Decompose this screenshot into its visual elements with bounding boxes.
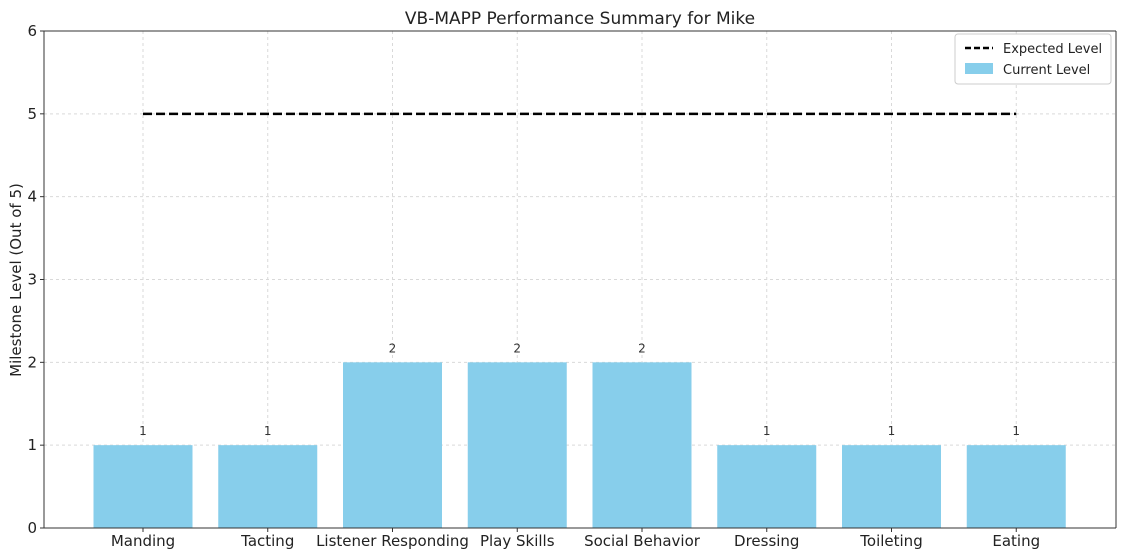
y-tick-label-6: 6 (27, 22, 37, 40)
x-tick-label-manding: Manding (111, 532, 175, 550)
legend-expected-label: Expected Level (1003, 42, 1102, 57)
y-tick-label-5: 5 (27, 105, 37, 123)
data-label-play-skills: 2 (513, 341, 521, 355)
x-tick-label-social-behavior: Social Behavior (584, 532, 701, 550)
bar-dressing (717, 445, 817, 528)
bar-eating (966, 445, 1066, 528)
data-label-social-behavior: 2 (638, 341, 646, 355)
x-tick-label-eating: Eating (992, 532, 1040, 550)
y-tick-label-0: 0 (27, 519, 37, 537)
x-tick-label-dressing: Dressing (734, 532, 799, 550)
data-labels: 1 1 2 2 2 1 1 1 (139, 341, 1020, 438)
bar-play-skills (467, 362, 567, 528)
bar-social-behavior (592, 362, 692, 528)
y-tick-label-2: 2 (27, 353, 37, 371)
data-label-eating: 1 (1012, 424, 1020, 438)
x-tick-label-listener-responding: Listener Responding (316, 532, 469, 550)
y-tick-labels: 0 1 2 3 4 5 6 (27, 22, 44, 537)
bar-manding (93, 445, 193, 528)
legend-current-label: Current Level (1003, 63, 1090, 78)
y-axis-label: Milestone Level (Out of 5) (7, 183, 25, 377)
data-label-manding: 1 (139, 424, 147, 438)
x-tick-label-tacting: Tacting (240, 532, 294, 550)
bars (93, 362, 1066, 528)
grid-lines (44, 30, 1116, 528)
data-label-listener-responding: 2 (389, 341, 397, 355)
x-tick-label-toileting: Toileting (859, 532, 922, 550)
legend: Expected Level Current Level (954, 33, 1112, 85)
y-tick-label-3: 3 (27, 271, 37, 289)
x-tick-label-play-skills: Play Skills (480, 532, 555, 550)
y-tick-label-4: 4 (27, 188, 37, 206)
data-label-toileting: 1 (888, 424, 896, 438)
data-label-tacting: 1 (264, 424, 272, 438)
chart-title: VB-MAPP Performance Summary for Mike (405, 9, 755, 29)
legend-box (954, 33, 1112, 85)
data-label-dressing: 1 (763, 424, 771, 438)
x-tick-labels: Manding Tacting Listener Responding Play Sk… (111, 528, 1040, 550)
bar-listener-responding (343, 362, 442, 528)
bar-toileting (842, 445, 941, 528)
bar-tacting (218, 445, 318, 528)
y-tick-label-1: 1 (27, 436, 37, 454)
legend-current-swatch (965, 63, 993, 74)
